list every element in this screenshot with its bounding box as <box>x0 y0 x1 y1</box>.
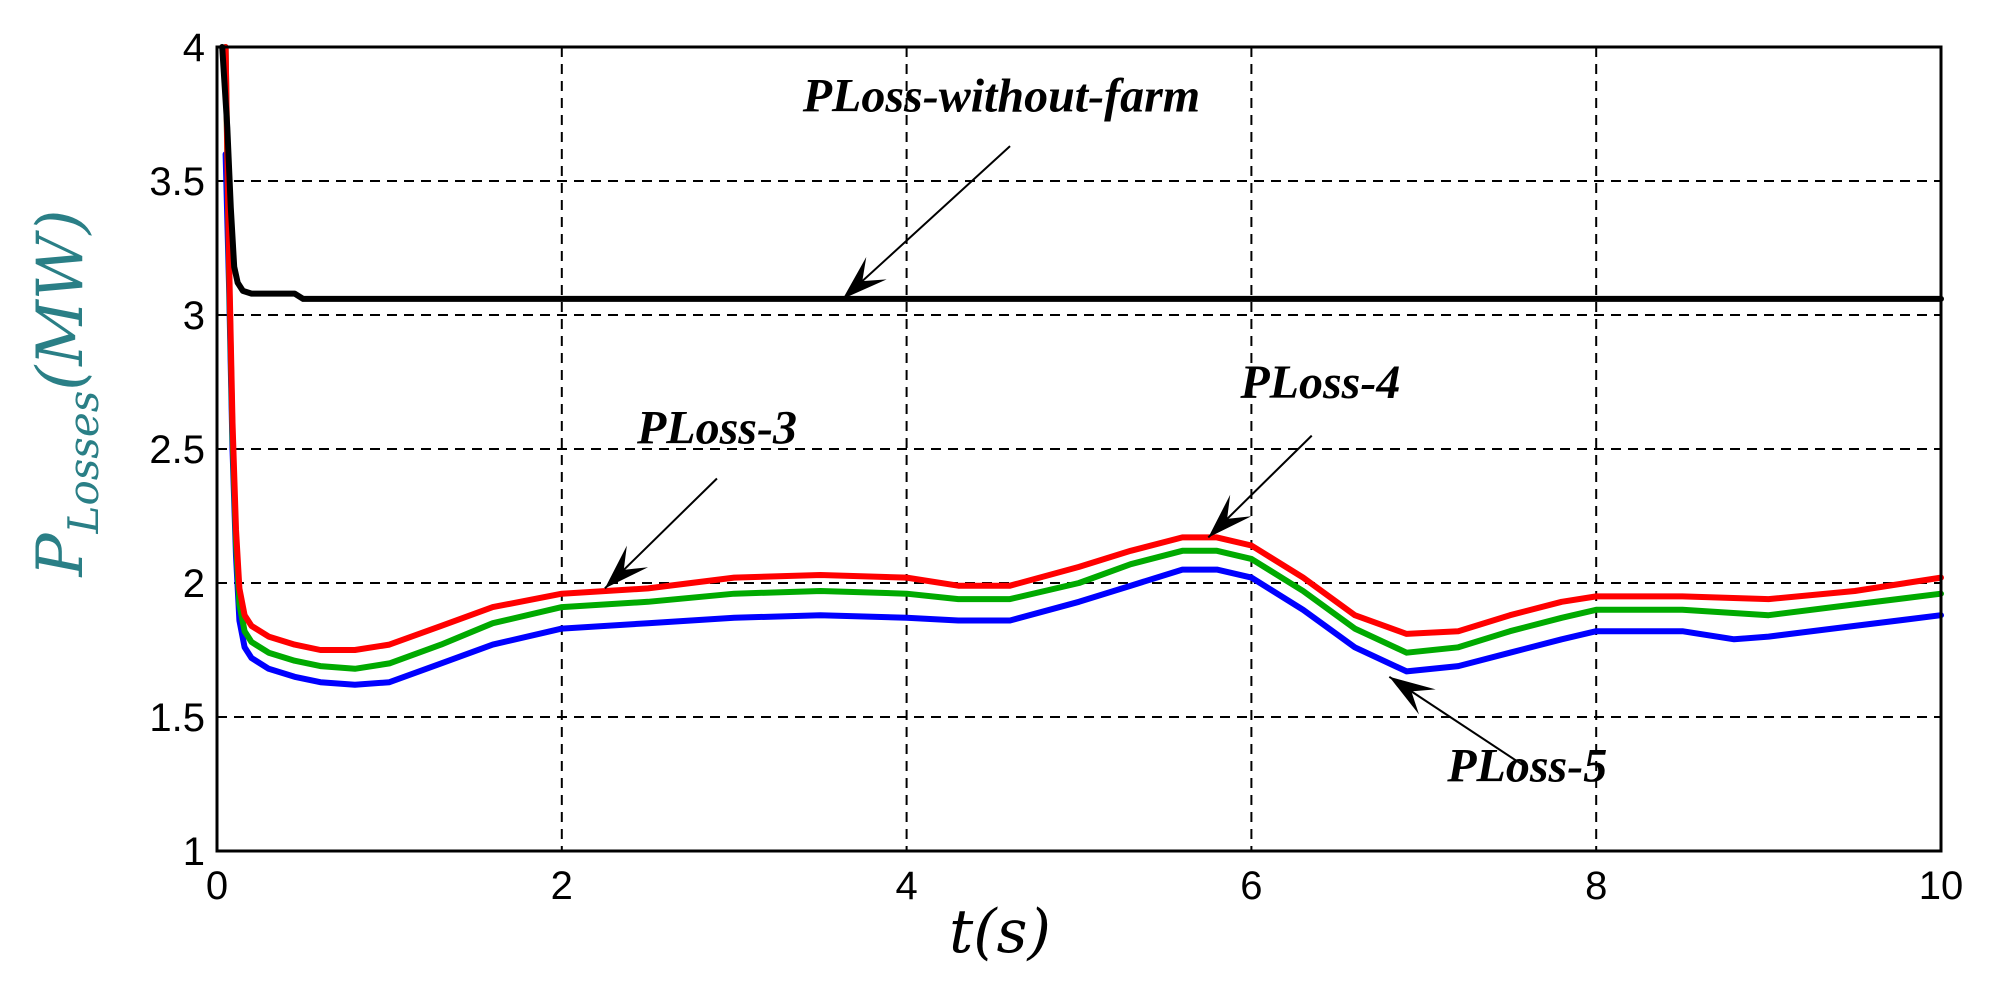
series-lines <box>219 44 1944 688</box>
grid <box>217 47 1941 851</box>
y-tick-labels: 1 1.5 2 2.5 3 3.5 4 <box>149 26 205 874</box>
y-tick-label: 3.5 <box>149 160 205 204</box>
x-tick-label: 2 <box>551 864 573 908</box>
y-tick-label: 2.5 <box>149 428 205 472</box>
y-tick-label: 1 <box>183 830 205 874</box>
series-line-series-4 <box>222 151 1944 688</box>
annotation-label-ploss-3: PLoss-3 <box>636 402 797 455</box>
annotation-arrowhead <box>842 257 887 299</box>
y-tick-label: 1.5 <box>149 696 205 740</box>
annotations: PLoss-without-farm PLoss-3 PLoss-4 PLoss-5 <box>604 69 1607 792</box>
x-axis-label: t(s) <box>949 897 1051 967</box>
x-tick-label: 0 <box>206 864 228 908</box>
y-tick-label: 4 <box>183 26 205 70</box>
series-line-ploss-3 <box>222 44 1944 653</box>
series-line-series-3 <box>222 44 1944 672</box>
plot-frame <box>215 45 1943 853</box>
series-line-ploss-without-farm <box>219 44 1944 302</box>
annotation-arrow-line <box>842 145 1011 300</box>
x-tick-label: 10 <box>1919 864 1964 908</box>
y-tick-label: 3 <box>183 294 205 338</box>
y-axis-label: PLosses(MW) <box>24 209 108 577</box>
annotation-arrowhead <box>1389 676 1436 715</box>
annotation-label-ploss-5: PLoss-5 <box>1446 739 1607 792</box>
svg-text:PLosses(MW): PLosses(MW) <box>24 209 108 577</box>
y-tick-label: 2 <box>183 562 205 606</box>
annotation-arrowhead <box>1208 494 1252 538</box>
annotation-arrowhead <box>604 545 649 589</box>
y-axis-label-main: P <box>24 533 98 578</box>
x-tick-label: 8 <box>1585 864 1607 908</box>
x-tick-label: 4 <box>895 864 917 908</box>
annotation-label-ploss-4: PLoss-4 <box>1239 356 1400 409</box>
y-axis-label-subscript: Losses <box>59 391 108 535</box>
x-tick-label: 6 <box>1240 864 1262 908</box>
annotation-arrow-line <box>1388 675 1528 769</box>
annotation-label-ploss-without-farm: PLoss-without-farm <box>802 69 1200 122</box>
x-tick-labels: 0 2 4 6 8 10 <box>206 864 1963 908</box>
y-axis-label-unit: (MW) <box>24 209 98 390</box>
